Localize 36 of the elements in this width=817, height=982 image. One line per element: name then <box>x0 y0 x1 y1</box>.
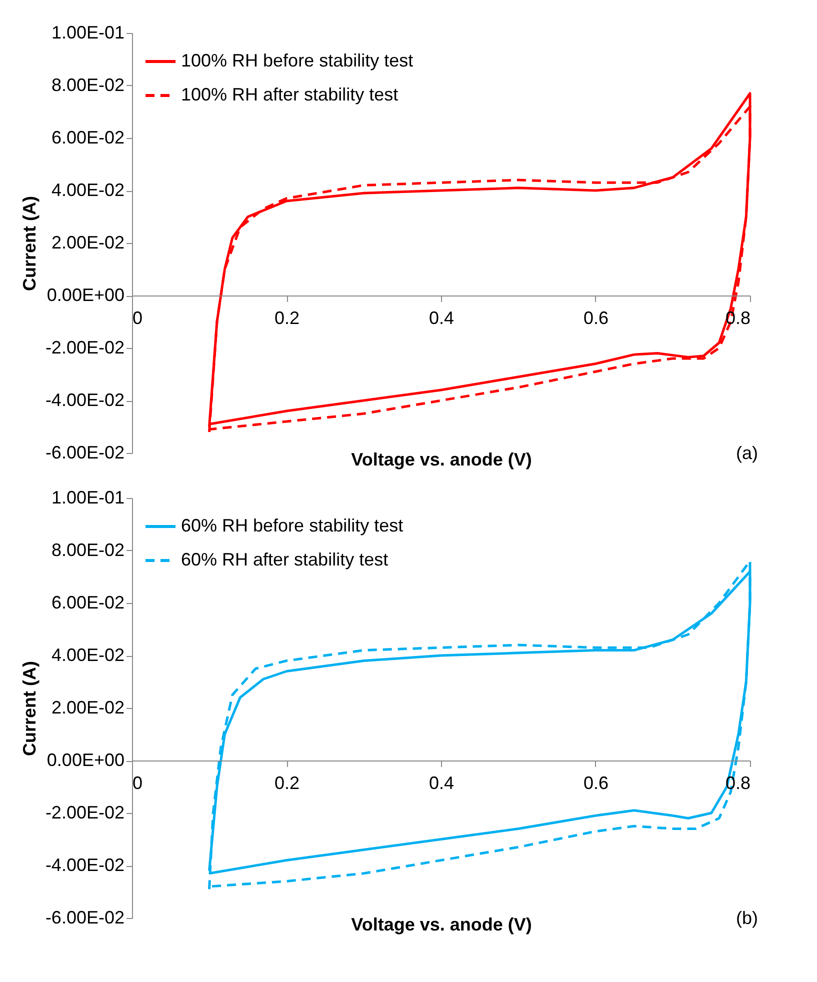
y-tick-label: -6.00E-02 <box>45 442 124 462</box>
y-axis-title: Current (A) <box>19 196 40 291</box>
x-tick-label: 0.4 <box>428 308 454 328</box>
x-axis-title: Voltage vs. anode (V) <box>351 450 532 470</box>
annotation: (b) <box>736 908 758 928</box>
y-tick-label: -2.00E-02 <box>45 338 124 358</box>
x-tick-label: 0.2 <box>274 308 300 328</box>
y-tick-label: -4.00E-02 <box>45 855 124 875</box>
x-axis-title: Voltage vs. anode (V) <box>351 914 532 934</box>
y-axis-title: Current (A) <box>19 661 40 756</box>
x-tick-label: 0.6 <box>583 773 609 793</box>
y-tick-label: 2.00E-02 <box>51 698 124 718</box>
y-tick-label: 4.00E-02 <box>51 180 124 200</box>
legend-label: 60% RH before stability test <box>181 516 404 536</box>
y-tick-label: 8.00E-02 <box>51 75 124 95</box>
x-tick-label: 0.2 <box>274 773 300 793</box>
x-tick-label: 0.6 <box>583 308 609 328</box>
annotation: (a) <box>736 443 758 463</box>
legend-label: 100% RH before stability test <box>181 50 414 70</box>
x-tick-label: 0 <box>132 308 143 328</box>
legend-label: 100% RH after stability test <box>181 84 398 104</box>
y-tick-label: 4.00E-02 <box>51 645 124 665</box>
y-tick-label: 0.00E+00 <box>46 750 124 770</box>
y-tick-label: 1.00E-01 <box>51 22 124 42</box>
y-tick-label: 6.00E-02 <box>51 592 124 612</box>
y-tick-label: 2.00E-02 <box>51 232 124 252</box>
x-tick-label: 0.4 <box>428 773 454 793</box>
y-tick-label: -2.00E-02 <box>45 802 124 822</box>
y-tick-label: 6.00E-02 <box>51 128 124 148</box>
x-tick-label: 0 <box>132 773 143 793</box>
y-tick-label: 0.00E+00 <box>46 285 124 305</box>
y-tick-label: -6.00E-02 <box>45 908 124 928</box>
y-tick-label: 8.00E-02 <box>51 540 124 560</box>
y-tick-label: 1.00E-01 <box>51 488 124 508</box>
y-tick-label: -4.00E-02 <box>45 390 124 410</box>
legend-label: 60% RH after stability test <box>181 550 388 570</box>
